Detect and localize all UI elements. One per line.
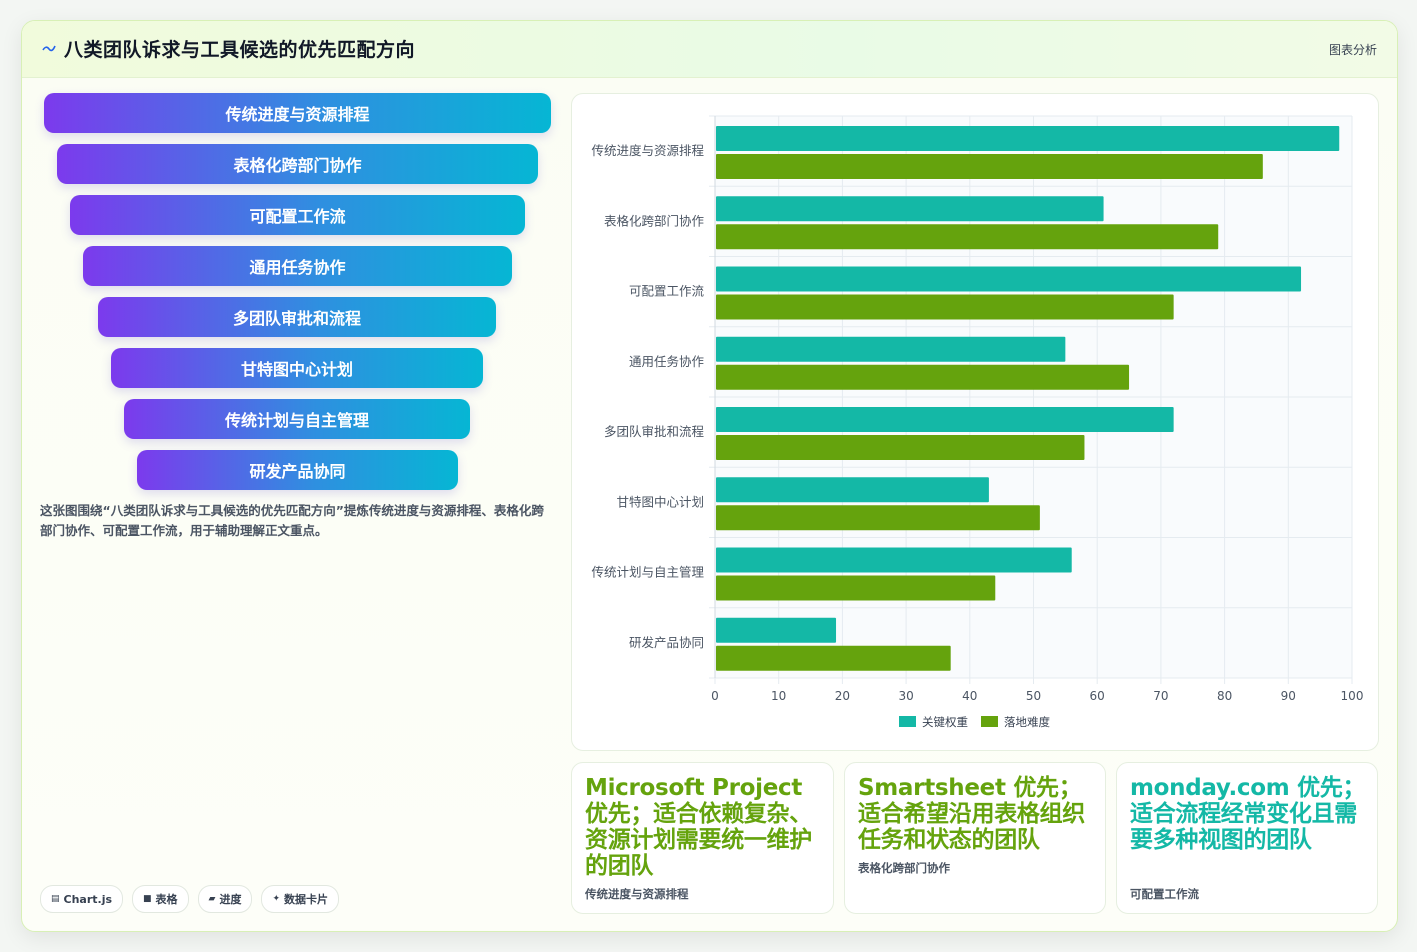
bar [716, 645, 951, 671]
bar [716, 294, 1174, 320]
x-tick-label: 10 [771, 689, 786, 703]
tool-card-subtitle: 传统进度与资源排程 [585, 887, 689, 901]
badge-row: ▤ Chart.js ■ 表格 ▰ 进度 ✦ 数据卡片 [40, 885, 340, 913]
tool-card-heading: Microsoft Project 优先；适合依赖复杂、资源计划需要统一维护的团… [585, 775, 813, 879]
bar [716, 505, 1040, 531]
bar [716, 477, 989, 503]
x-tick-label: 50 [1026, 689, 1041, 703]
funnel-step: 传统进度与资源排程 [44, 93, 551, 133]
y-tick-label: 研发产品协同 [629, 635, 704, 650]
bar [716, 547, 1072, 573]
bar [716, 336, 1066, 362]
badge-chartjs[interactable]: ▤ Chart.js [40, 885, 124, 913]
funnel-step: 传统计划与自主管理 [124, 399, 470, 439]
y-tick-label: 传统计划与自主管理 [591, 565, 704, 580]
bar [716, 196, 1104, 222]
y-tick-label: 可配置工作流 [629, 284, 705, 299]
legend-swatch [899, 716, 916, 727]
page-title: 八类团队诉求与工具候选的优先匹配方向 [64, 39, 416, 61]
bar [716, 575, 996, 601]
bar [716, 266, 1302, 292]
badge-label: 数据卡片 [284, 893, 329, 906]
table-icon: ■ [143, 894, 152, 904]
tool-card-monday: monday.com 优先；适合流程经常变化且需要多种视图的团队 可配置工作流 [1116, 762, 1378, 914]
tool-card-microsoft-project: Microsoft Project 优先；适合依赖复杂、资源计划需要统一维护的团… [571, 762, 834, 914]
header: 八类团队诉求与工具候选的优先匹配方向 图表分析 [22, 21, 1397, 78]
chart-analysis-tag: 图表分析 [1328, 43, 1377, 57]
bar [716, 617, 837, 643]
x-tick-label: 20 [835, 689, 850, 703]
bar [716, 435, 1085, 460]
bar [716, 154, 1263, 179]
bar-chart: 0 10 20 30 40 50 60 70 80 90 100 传统进度与资源排程表格化跨部门协作可… [591, 115, 1364, 729]
funnel-step: 通用任务协作 [83, 246, 512, 286]
x-tick-label: 40 [962, 689, 977, 703]
x-tick-label: 100 [1341, 689, 1364, 703]
y-tick-label: 通用任务协作 [629, 354, 705, 369]
sparkle-icon: ✦ [272, 894, 281, 904]
x-tick-label: 90 [1281, 689, 1296, 703]
legend-label: 落地难度 [1004, 715, 1050, 729]
x-tick-label: 60 [1090, 689, 1105, 703]
bar [716, 126, 1340, 151]
y-tick-label: 甘特图中心计划 [616, 494, 704, 509]
funnel-step: 甘特图中心计划 [111, 348, 483, 388]
badge-label: 进度 [219, 893, 242, 906]
x-tick-label: 30 [898, 689, 913, 703]
y-tick-label: 多团队审批和流程 [604, 424, 705, 439]
chart-icon: ▤ [51, 894, 60, 904]
badge-data-card[interactable]: ✦ 数据卡片 [261, 885, 340, 913]
progress-icon: ▰ [208, 894, 216, 904]
funnel-step: 研发产品协同 [137, 450, 458, 490]
chart-description: 这张图围绕“八类团队诉求与工具候选的优先匹配方向”提炼传统进度与资源排程、表格化… [40, 503, 544, 538]
x-tick-label: 0 [711, 689, 719, 703]
tool-card-heading: Smartsheet 优先；适合希望沿用表格组织任务和状态的团队 [858, 775, 1086, 853]
badge-table[interactable]: ■ 表格 [132, 885, 189, 913]
funnel-step: 可配置工作流 [70, 195, 525, 235]
bar [716, 224, 1219, 250]
x-tick-label: 80 [1217, 689, 1232, 703]
main-card: 八类团队诉求与工具候选的优先匹配方向 图表分析 传统进度与资源排程 表格化跨部门… [21, 20, 1398, 932]
y-tick-label: 传统进度与资源排程 [591, 143, 704, 158]
badge-label: 表格 [155, 893, 178, 906]
funnel-step: 多团队审批和流程 [98, 297, 496, 337]
tool-card-subtitle: 可配置工作流 [1130, 887, 1199, 901]
bar [716, 364, 1130, 390]
badge-label: Chart.js [63, 892, 113, 906]
chart-panel: 0 10 20 30 40 50 60 70 80 90 100 传统进度与资源排程表格化跨部门协作可… [571, 93, 1379, 751]
legend-label: 关键权重 [922, 715, 968, 729]
legend-swatch [981, 716, 998, 727]
tool-card-heading: monday.com 优先；适合流程经常变化且需要多种视图的团队 [1130, 775, 1366, 853]
badge-progress[interactable]: ▰ 进度 [197, 885, 253, 913]
x-tick-label: 70 [1153, 689, 1168, 703]
y-tick-label: 表格化跨部门协作 [604, 213, 705, 228]
tool-card-smartsheet: Smartsheet 优先；适合希望沿用表格组织任务和状态的团队 表格化跨部门协… [844, 762, 1106, 914]
wave-icon [42, 45, 56, 52]
bar [716, 407, 1174, 432]
funnel-step: 表格化跨部门协作 [57, 144, 538, 184]
tool-card-subtitle: 表格化跨部门协作 [858, 861, 950, 875]
